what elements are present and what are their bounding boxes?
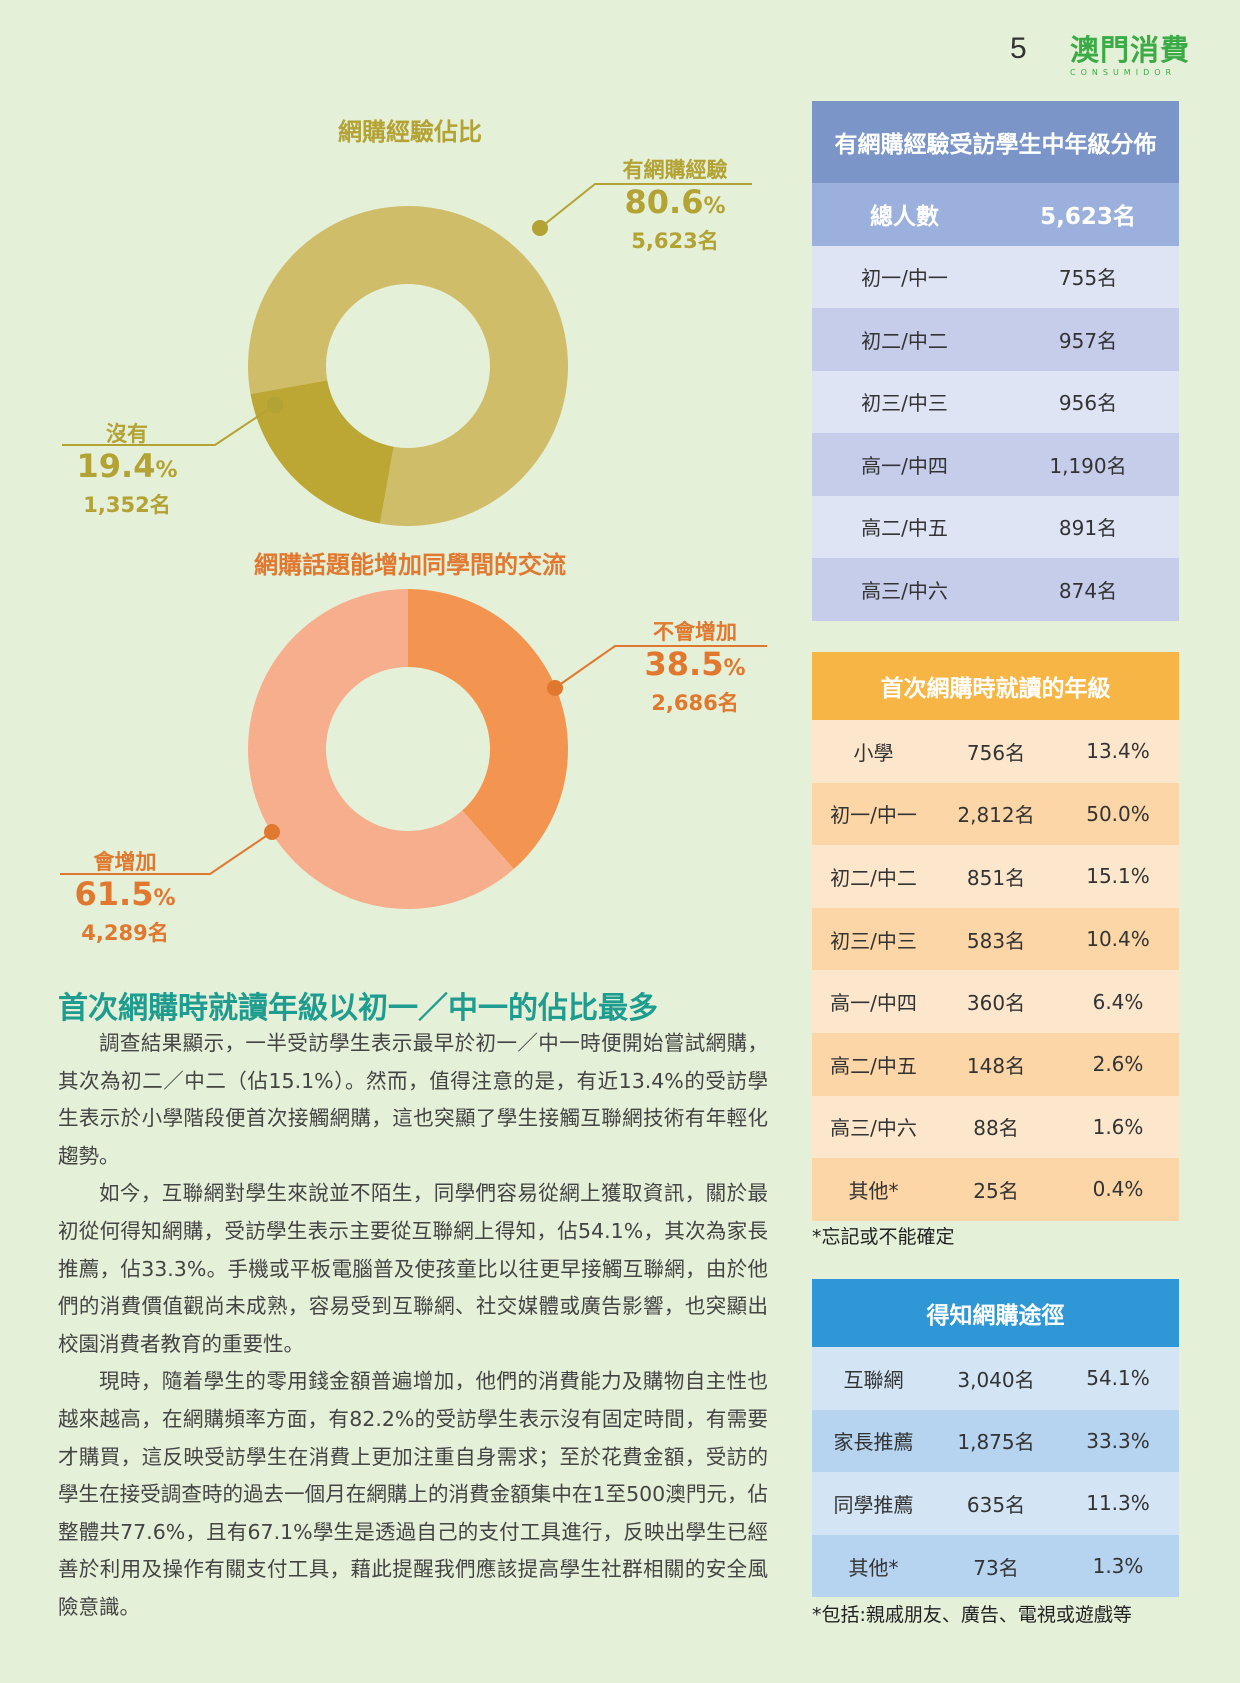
article-body: 調查結果顯示，一半受訪學生表示最早於初一／中一時便開始嘗試網購，其次為初二／中二… [58, 1025, 768, 1627]
table-row: 其他* 25名 0.4% [812, 1158, 1179, 1221]
table-row: 高三/中六 88名 1.6% [812, 1095, 1179, 1159]
label-will-increase: 會增加 61.5% 4,289名 [60, 846, 190, 947]
total-label: 總人數 [870, 204, 939, 231]
page-number: 5 [1010, 32, 1027, 65]
first-purchase-grade-table: 首次網購時就讀的年級 小學 756名 13.4% 初一/中一 2,812名 50.0% … [812, 652, 1179, 1221]
article-paragraph: 調查結果顯示，一半受訪學生表示最早於初一／中一時便開始嘗試網購，其次為初二／中二… [58, 1031, 768, 1168]
slice-will-not-increase [408, 589, 568, 870]
table-row: 初一/中一 2,812名 50.0% [812, 782, 1179, 846]
table-row: 初三/中三 583名 10.4% [812, 907, 1179, 971]
table-row: 高二/中五 891名 [812, 495, 1179, 558]
slice-will-increase [247, 589, 514, 910]
table3-note: *包括:親戚朋友、廣告、電視或遊戲等 [812, 1604, 1132, 1626]
table2-note: *忘記或不能確定 [812, 1226, 955, 1248]
label-has-experience-count: 5,623名 [631, 229, 719, 253]
leader-line-will-increase [60, 831, 273, 875]
chart2-title: 網購話題能增加同學間的交流 [254, 551, 566, 579]
label-no-experience: 沒有 19.4% 1,352名 [62, 418, 192, 519]
donut-charts [60, 183, 767, 910]
label-has-experience-pct: 80.6% [624, 183, 726, 221]
leader-dot-will-increase [264, 824, 280, 840]
leader-line-no-experience [62, 404, 276, 446]
table-row: 互聯網 3,040名 54.1% [812, 1347, 1179, 1410]
chart1-title: 網購經驗佔比 [338, 118, 482, 146]
leader-dot-has-experience [532, 220, 548, 236]
info-source-table: 得知網購途徑 互聯網 3,040名 54.1% 家長推薦 1,875名 33.3% 同學… [812, 1279, 1179, 1598]
label-no-experience-pct: 19.4% [76, 447, 178, 485]
leader-dot-will-not-increase [547, 680, 563, 696]
logo-subtext: CONSUMIDOR [1070, 68, 1177, 77]
table-row: 高一/中四 360名 6.4% [812, 970, 1179, 1033]
leader-dot-no-experience [267, 397, 283, 413]
table-row: 高二/中五 148名 2.6% [812, 1032, 1179, 1096]
article-paragraph: 現時，隨着學生的零用錢金額普遍增加，他們的消費能力及購物自主性也越來越高，在網購… [58, 1369, 768, 1619]
leader-line-has-experience [539, 183, 752, 229]
table-row: 高一/中四 1,190名 [812, 433, 1179, 496]
label-will-not-increase: 不會增加 38.5% 2,686名 [620, 616, 770, 717]
article-paragraph: 如今，互聯網對學生來說並不陌生，同學們容易從網上獲取資訊，關於最初從何得知網購，… [58, 1181, 768, 1356]
label-no-experience-count: 1,352名 [83, 493, 171, 517]
table-row: 初二/中二 851名 15.1% [812, 845, 1179, 908]
slice-no-experience [250, 380, 394, 524]
label-will-increase-count: 4,289名 [81, 921, 169, 945]
donut-chart-online-shopping-experience [248, 205, 568, 526]
table-total-row: 總人數 5,623名 [812, 183, 1179, 246]
table-row: 初三/中三 956名 [812, 370, 1179, 433]
table-row: 小學 756名 13.4% [812, 720, 1179, 783]
table-title: 首次網購時就讀的年級 [812, 652, 1179, 720]
table-row: 初二/中二 957名 [812, 308, 1179, 371]
slice-has-experience [248, 205, 568, 526]
label-will-not-increase-count: 2,686名 [651, 691, 739, 715]
label-has-experience: 有網購經驗 80.6% 5,623名 [600, 154, 750, 255]
table-row: 家長推薦 1,875名 33.3% [812, 1409, 1179, 1473]
total-value: 5,623名 [1040, 204, 1136, 231]
logo: 澳門消費 CONSUMIDOR [1070, 34, 1200, 77]
table-title: 得知網購途徑 [812, 1279, 1179, 1347]
label-will-not-increase-name: 不會增加 [653, 620, 737, 644]
table-row: 同學推薦 635名 11.3% [812, 1472, 1179, 1535]
donut-chart-communication [247, 589, 568, 910]
table-row: 其他* 73名 1.3% [812, 1534, 1179, 1598]
label-will-increase-name: 會增加 [93, 850, 157, 874]
logo-text: 澳門消費 [1070, 33, 1191, 67]
table-row: 初一/中一 755名 [812, 245, 1179, 308]
label-will-not-increase-pct: 38.5% [644, 645, 746, 683]
table-row: 高三/中六 874名 [812, 558, 1179, 621]
label-has-experience-name: 有網購經驗 [622, 158, 728, 182]
label-will-increase-pct: 61.5% [74, 875, 176, 913]
table-title: 有網購經驗受訪學生中年級分佈 [812, 101, 1179, 183]
label-no-experience-name: 沒有 [106, 422, 148, 446]
grade-distribution-table: 有網購經驗受訪學生中年級分佈 總人數 5,623名 初一/中一 755名 初二/中… [812, 101, 1179, 621]
article-heading: 首次網購時就讀年級以初一／中一的佔比最多 [58, 991, 658, 1026]
leader-line-will-not-increase [554, 645, 767, 689]
